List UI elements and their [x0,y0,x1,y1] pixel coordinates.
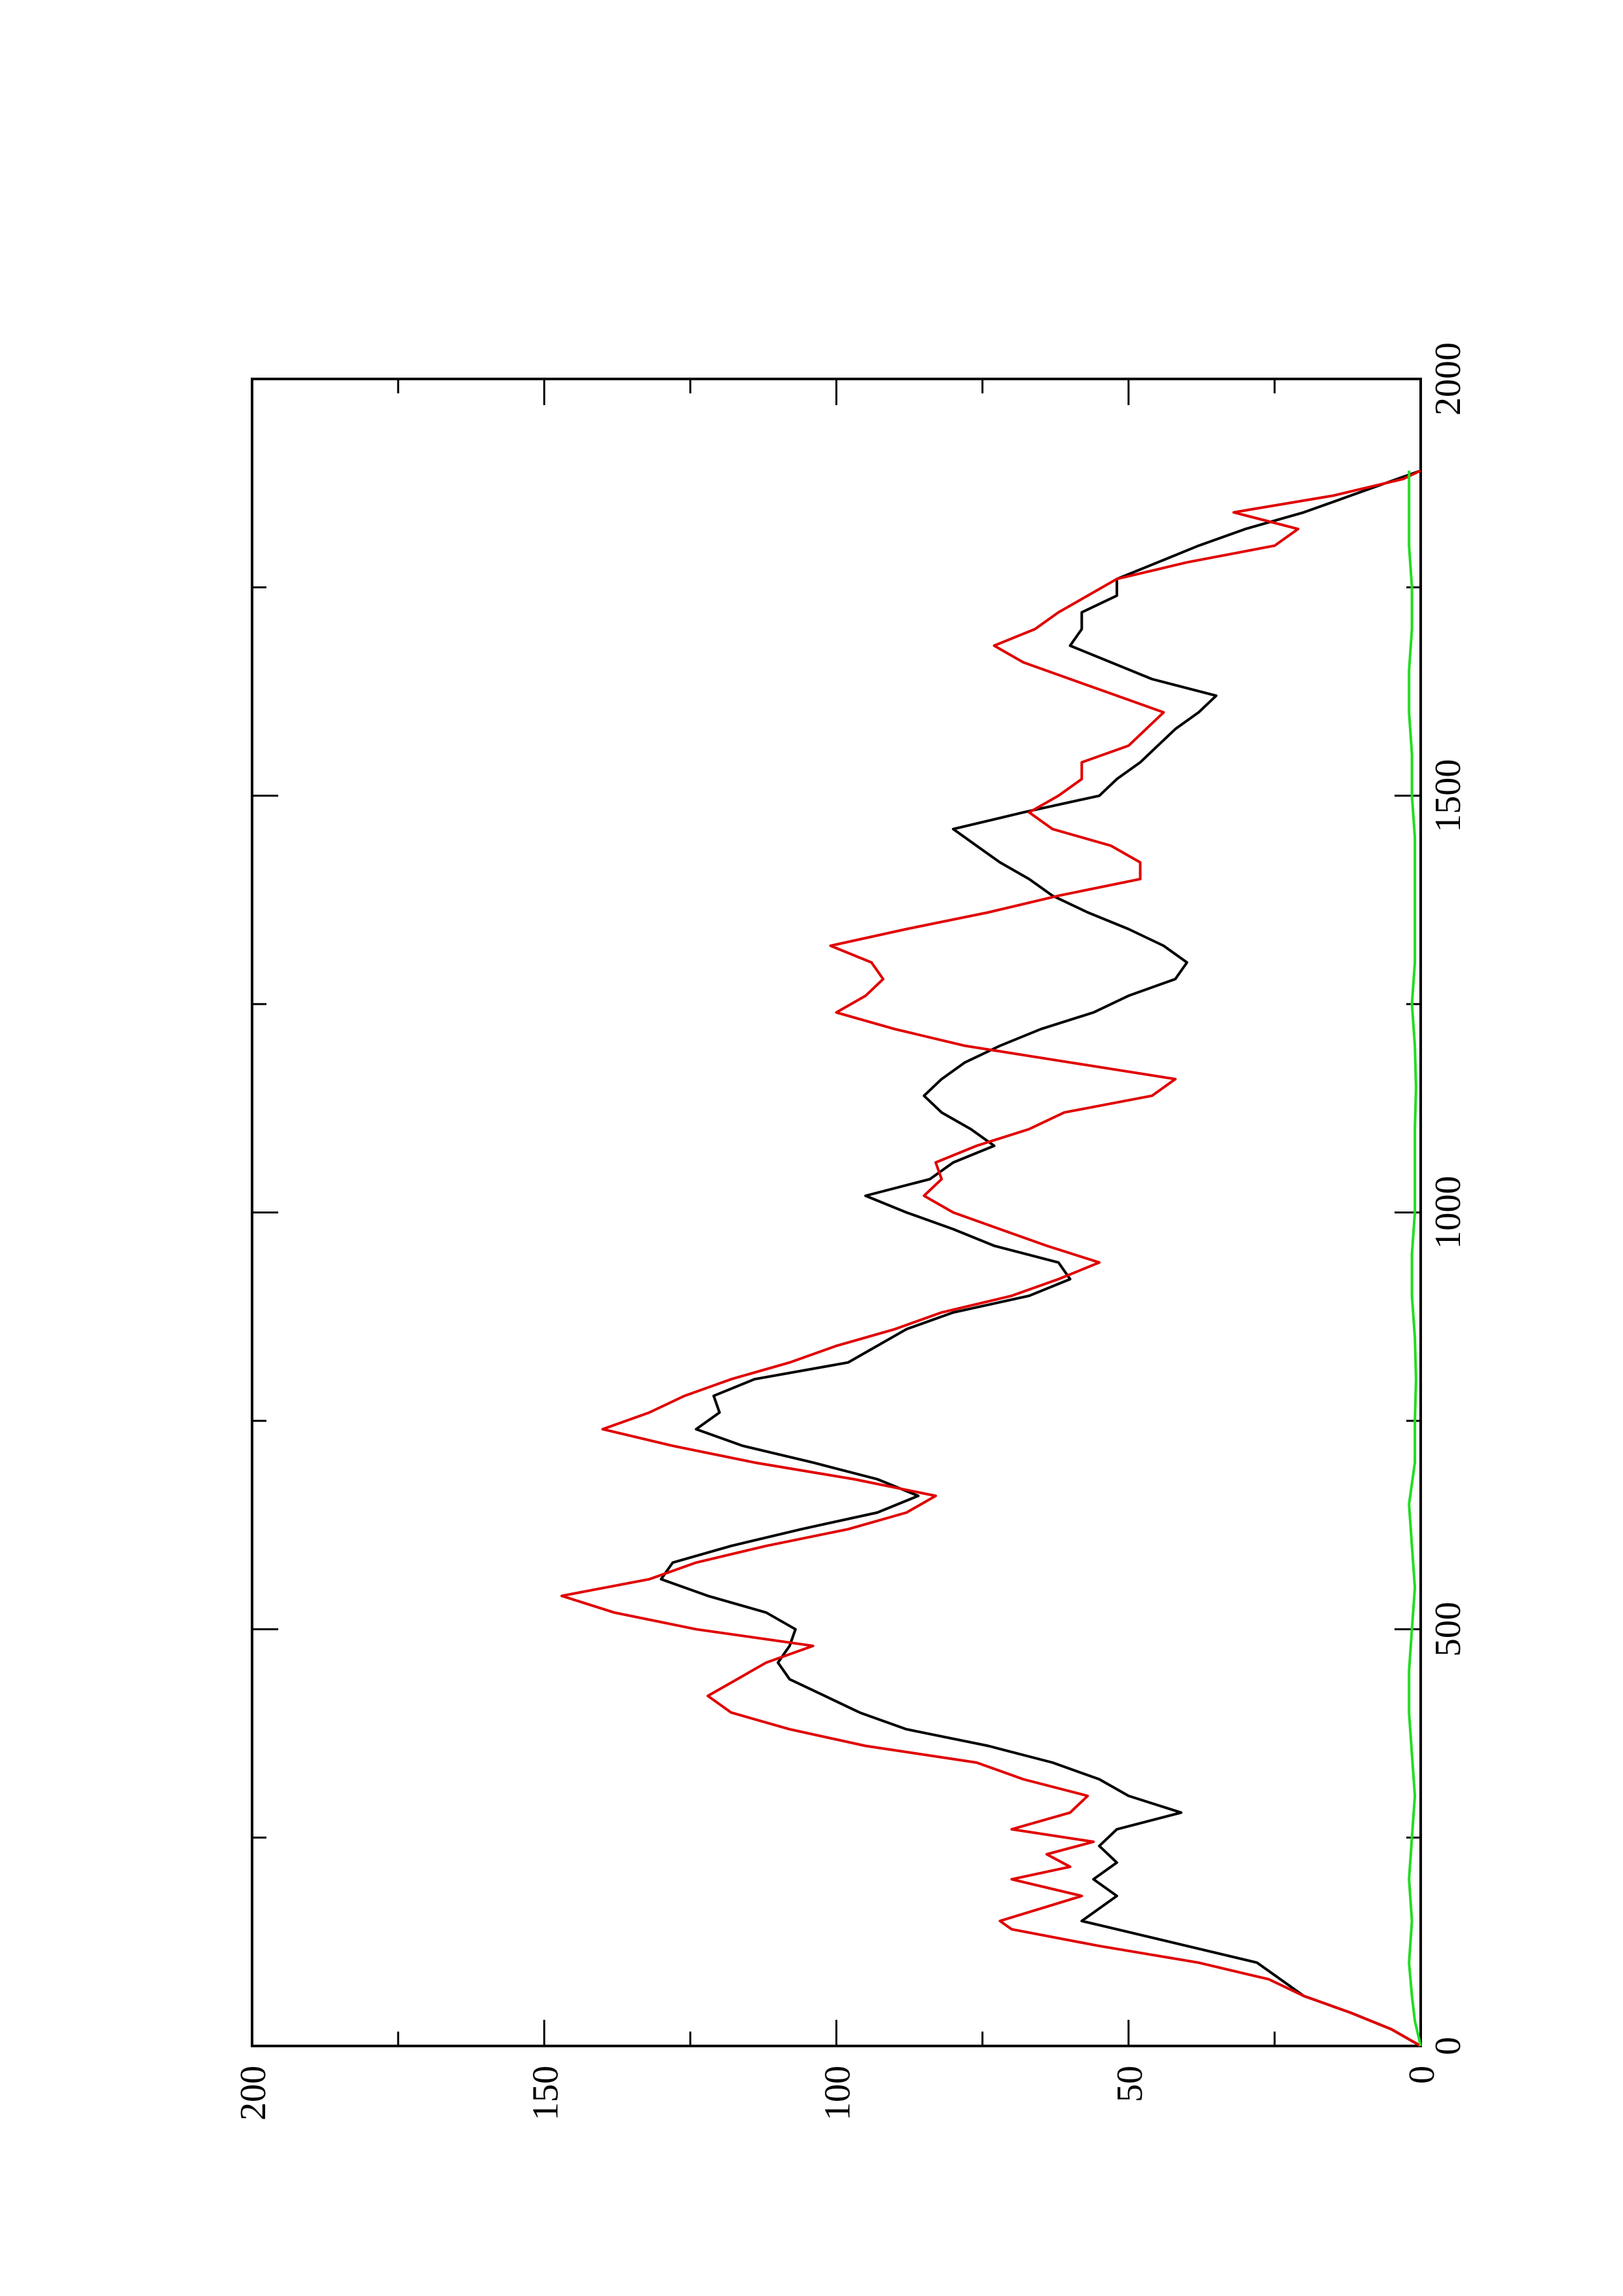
series-line-2 [560,469,1421,2047]
x-tick-label: 1500 [1428,759,1468,833]
x-tick-label: 2000 [1428,342,1468,416]
chart-series-lines [560,469,1422,2047]
y-tick-label: 0 [1402,2066,1442,2084]
y-tick-label: 50 [1110,2066,1150,2102]
series-line-3 [1408,471,1422,2047]
x-tick-label: 1000 [1428,1176,1468,1249]
x-tick-label: 500 [1428,1602,1468,1657]
x-tick-label: 0 [1428,2037,1468,2055]
axis-ticks [251,378,1422,2047]
series-line-1 [659,469,1421,2047]
y-tick-label: 200 [233,2066,274,2121]
y-tick-label: 100 [818,2066,858,2121]
y-tick-label: 150 [525,2066,566,2121]
axis-tick-labels: 0 500 1000 1500 2000 0 50 100 150 200 [233,342,1468,2121]
plot-frame [251,378,1422,2047]
